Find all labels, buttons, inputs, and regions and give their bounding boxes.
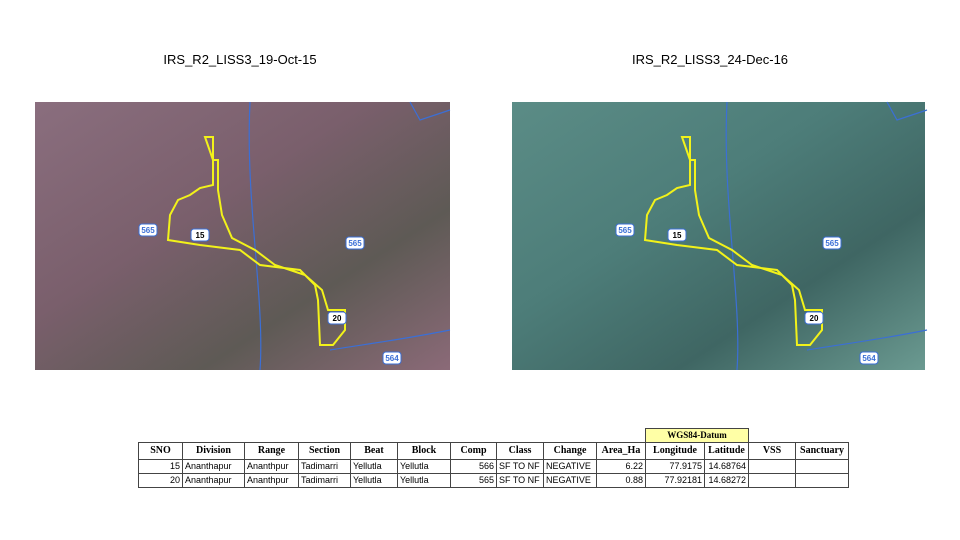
map-label: 20 (810, 314, 819, 323)
table-cell: Ananthpur (244, 472, 299, 488)
stream (248, 101, 262, 371)
compartment-boundary (643, 136, 823, 346)
table-cell: 14.68764 (704, 458, 749, 474)
spacer (749, 429, 796, 443)
column-header: Range (244, 441, 299, 460)
table-cell: 565 (450, 472, 497, 488)
table-row: 20 Ananthapur Ananthpur Tadimarri Yellutla Ye… (138, 472, 849, 488)
map-label: 565 (348, 239, 362, 248)
satellite-image (35, 102, 450, 370)
spacer (139, 429, 183, 443)
map-label: 15 (196, 231, 205, 240)
map-label: 565 (141, 226, 155, 235)
table-row: WGS84-Datum (139, 428, 849, 443)
column-header: Comp (450, 441, 497, 460)
label-box (327, 311, 347, 325)
table-cell: 77.9175 (645, 458, 705, 474)
table-cell: 6.22 (596, 458, 646, 474)
map-label: 20 (333, 314, 342, 323)
stream (725, 101, 739, 371)
map-label: 564 (862, 354, 876, 363)
table-cell: Yellutla (350, 472, 398, 488)
label-box (804, 311, 824, 325)
table-cell (748, 458, 796, 474)
column-header: Division (182, 441, 245, 460)
stream (886, 101, 928, 121)
label-box (667, 228, 687, 242)
label-box (615, 223, 635, 237)
table-cell: 14.68272 (704, 472, 749, 488)
table-cell: Tadimarri (298, 472, 351, 488)
table-cell: SF TO NF (496, 458, 544, 474)
table-cell: Ananthapur (182, 458, 245, 474)
column-header: Longitude (645, 441, 705, 460)
spacer (299, 429, 351, 443)
table-cell: 77.92181 (645, 472, 705, 488)
spacer (451, 429, 497, 443)
table-row: SNO Division Range Section Beat Block Comp Clas… (138, 441, 849, 460)
table-cell: 15 (138, 458, 183, 474)
table-cell: Tadimarri (298, 458, 351, 474)
table-cell (795, 458, 849, 474)
table-cell: Ananthpur (244, 458, 299, 474)
table-cell: NEGATIVE (543, 458, 597, 474)
label-box (345, 236, 365, 250)
image-title: IRS_R2_LISS3_19-Oct-15 (163, 52, 317, 67)
table-cell: 566 (450, 458, 497, 474)
spacer (796, 429, 849, 443)
column-header: Block (397, 441, 451, 460)
spacer (351, 429, 398, 443)
stream (806, 329, 928, 351)
map-label: 565 (618, 226, 632, 235)
spacer (544, 429, 597, 443)
group-header: WGS84-Datum (645, 428, 749, 443)
data-table: WGS84-Datum SNO Division Range Section Beat Bl… (138, 428, 849, 488)
spacer (497, 429, 544, 443)
table-cell: Yellutla (397, 472, 451, 488)
table-cell: NEGATIVE (543, 472, 597, 488)
table-cell: Ananthapur (182, 472, 245, 488)
stream (409, 101, 451, 121)
table-cell: SF TO NF (496, 472, 544, 488)
map-label: 564 (385, 354, 399, 363)
table-cell (795, 472, 849, 488)
column-header: Class (496, 441, 544, 460)
label-box (382, 351, 402, 365)
table-cell: 20 (138, 472, 183, 488)
column-header: Sanctuary (795, 441, 849, 460)
column-header: Section (298, 441, 351, 460)
image-title: IRS_R2_LISS3_24-Dec-16 (631, 52, 789, 67)
column-header: Beat (350, 441, 398, 460)
column-header: Latitude (704, 441, 749, 460)
column-header: SNO (138, 441, 183, 460)
table-row: 15 Ananthapur Ananthpur Tadimarri Yellutla Ye… (138, 458, 849, 474)
label-box (138, 223, 158, 237)
compartment-boundary (166, 136, 346, 346)
label-box (190, 228, 210, 242)
stream (329, 329, 451, 351)
spacer (597, 429, 646, 443)
map-label: 15 (673, 231, 682, 240)
label-box (859, 351, 879, 365)
spacer (398, 429, 451, 443)
table-cell (748, 472, 796, 488)
column-header: VSS (748, 441, 796, 460)
label-box (822, 236, 842, 250)
table-cell: 0.88 (596, 472, 646, 488)
column-header: Area_Ha (596, 441, 646, 460)
column-header: Change (543, 441, 597, 460)
satellite-image (512, 102, 925, 370)
spacer (183, 429, 245, 443)
table-cell: Yellutla (397, 458, 451, 474)
map-label: 565 (825, 239, 839, 248)
spacer (245, 429, 299, 443)
table-cell: Yellutla (350, 458, 398, 474)
